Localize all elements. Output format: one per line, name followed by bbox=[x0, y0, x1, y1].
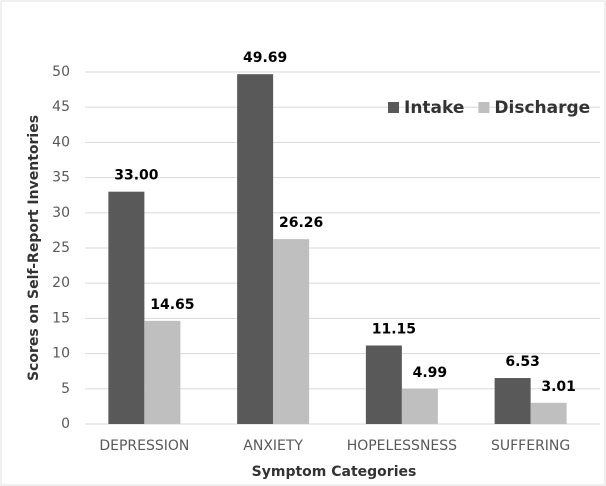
y-tick-label: 25 bbox=[52, 240, 70, 256]
y-tick-label: 40 bbox=[52, 134, 70, 150]
y-axis-label: Scores on Self-Report Inventories bbox=[26, 115, 42, 381]
value-label: 4.99 bbox=[413, 365, 448, 381]
y-tick-label: 10 bbox=[52, 346, 70, 362]
y-tick-label: 45 bbox=[52, 99, 70, 115]
value-label: 3.01 bbox=[541, 379, 576, 395]
value-label: 49.69 bbox=[243, 50, 287, 66]
y-tick-label: 5 bbox=[61, 381, 70, 397]
x-tick-label: SUFFERING bbox=[491, 438, 570, 454]
legend-label: Intake bbox=[404, 98, 464, 118]
bar bbox=[494, 378, 531, 424]
y-tick-label: 15 bbox=[52, 310, 70, 326]
y-tick-label: 20 bbox=[52, 275, 70, 291]
y-tick-label: 30 bbox=[52, 205, 70, 221]
value-label: 14.65 bbox=[150, 297, 194, 313]
bar bbox=[237, 74, 274, 424]
bar bbox=[144, 320, 181, 424]
y-tick-label: 35 bbox=[52, 170, 70, 186]
value-label: 26.26 bbox=[279, 215, 323, 231]
bar bbox=[401, 388, 438, 424]
legend-label: Discharge bbox=[494, 98, 590, 118]
legend-swatch bbox=[478, 102, 490, 113]
x-tick-label: HOPELESSNESS bbox=[347, 438, 457, 454]
legend-swatch bbox=[388, 102, 399, 113]
bar bbox=[365, 345, 402, 424]
value-label: 11.15 bbox=[372, 322, 416, 338]
y-tick-label: 0 bbox=[61, 416, 70, 432]
value-label: 33.00 bbox=[114, 168, 159, 184]
x-tick-label: ANXIETY bbox=[243, 438, 303, 454]
bar bbox=[273, 239, 310, 424]
value-label: 6.53 bbox=[505, 354, 540, 370]
x-axis-label: Symptom Categories bbox=[252, 464, 417, 480]
bar bbox=[108, 191, 145, 424]
y-tick-label: 50 bbox=[52, 64, 70, 80]
x-tick-label: DEPRESSION bbox=[99, 438, 189, 454]
bar bbox=[530, 402, 567, 424]
